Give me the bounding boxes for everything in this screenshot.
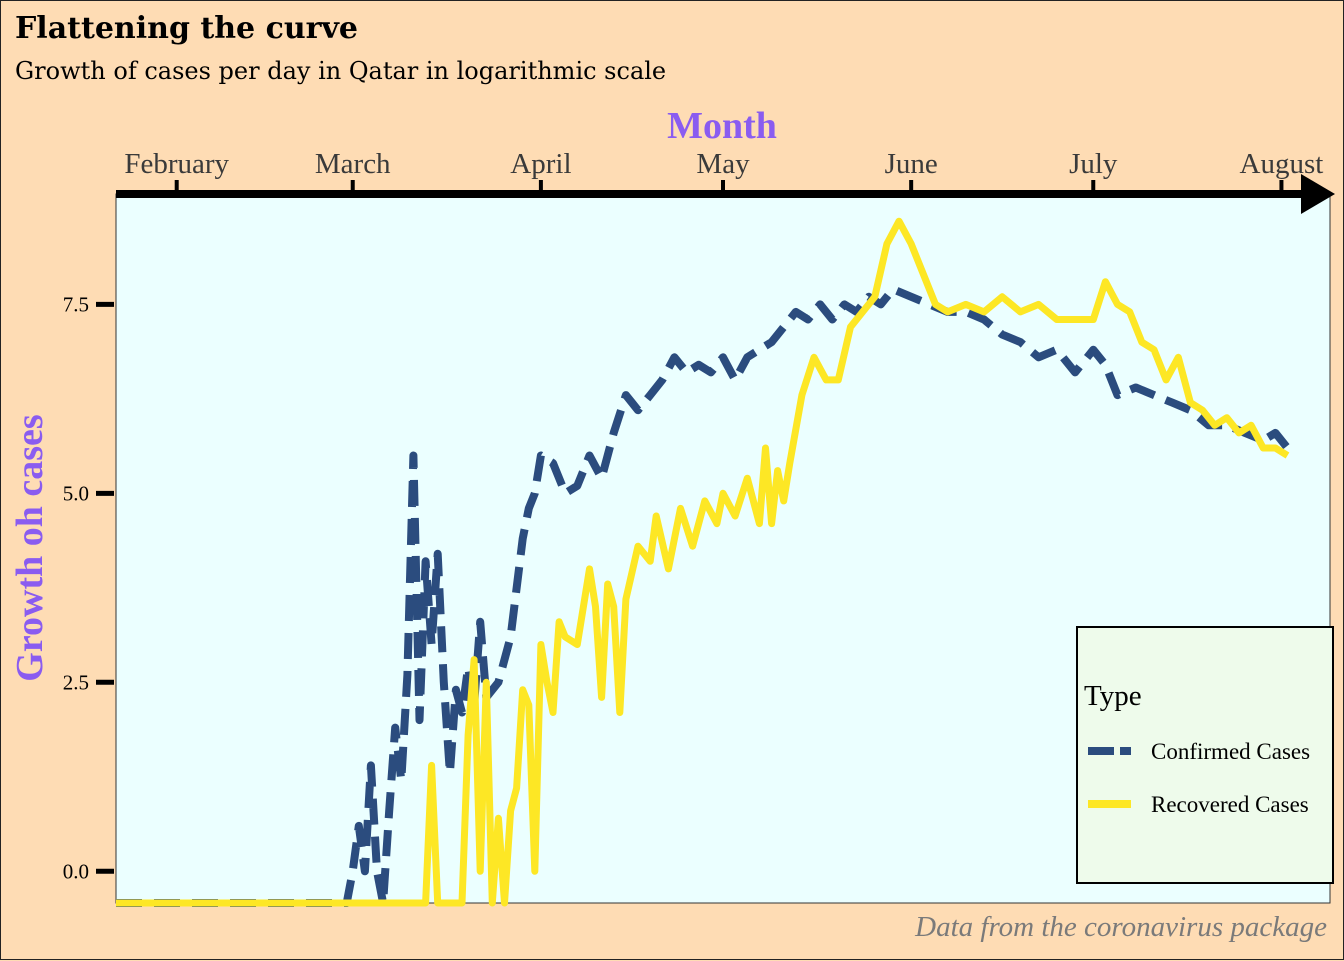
x-tick-label: August — [1240, 148, 1324, 180]
x-tick-label: July — [1069, 148, 1118, 180]
series-line-confirmed — [116, 285, 1291, 907]
chart-title: Flattening the curve — [15, 11, 358, 46]
x-axis: February March April May June July August — [116, 148, 1335, 214]
legend: Type Confirmed Cases Recovered Cases — [1076, 626, 1334, 884]
legend-title: Type — [1084, 680, 1142, 712]
x-axis-title: Month — [667, 105, 777, 147]
y-tick-label: 0.0 — [63, 859, 89, 883]
y-tick-label: 7.5 — [63, 292, 89, 316]
x-tick-label: April — [510, 148, 571, 180]
legend-box — [1076, 626, 1334, 884]
x-tick-label: June — [885, 148, 938, 180]
series-layer — [116, 217, 1291, 907]
y-axis: 0.0 2.5 5.0 7.5 — [63, 292, 114, 883]
y-tick-label: 5.0 — [63, 481, 89, 505]
y-tick-label: 2.5 — [63, 670, 89, 694]
x-tick-label: March — [315, 148, 391, 180]
chart-caption: Data from the coronavirus package — [915, 911, 1327, 943]
x-tick-label: May — [696, 148, 750, 180]
legend-label-recovered: Recovered Cases — [1151, 792, 1309, 817]
chart-subtitle: Growth of cases per day in Qatar in loga… — [15, 57, 667, 85]
x-tick-label: February — [124, 148, 229, 180]
y-axis-title: Growth oh cases — [9, 414, 51, 681]
legend-label-confirmed: Confirmed Cases — [1151, 739, 1310, 764]
series-line-recovered — [116, 217, 1290, 907]
x-axis-arrow — [1301, 174, 1335, 214]
